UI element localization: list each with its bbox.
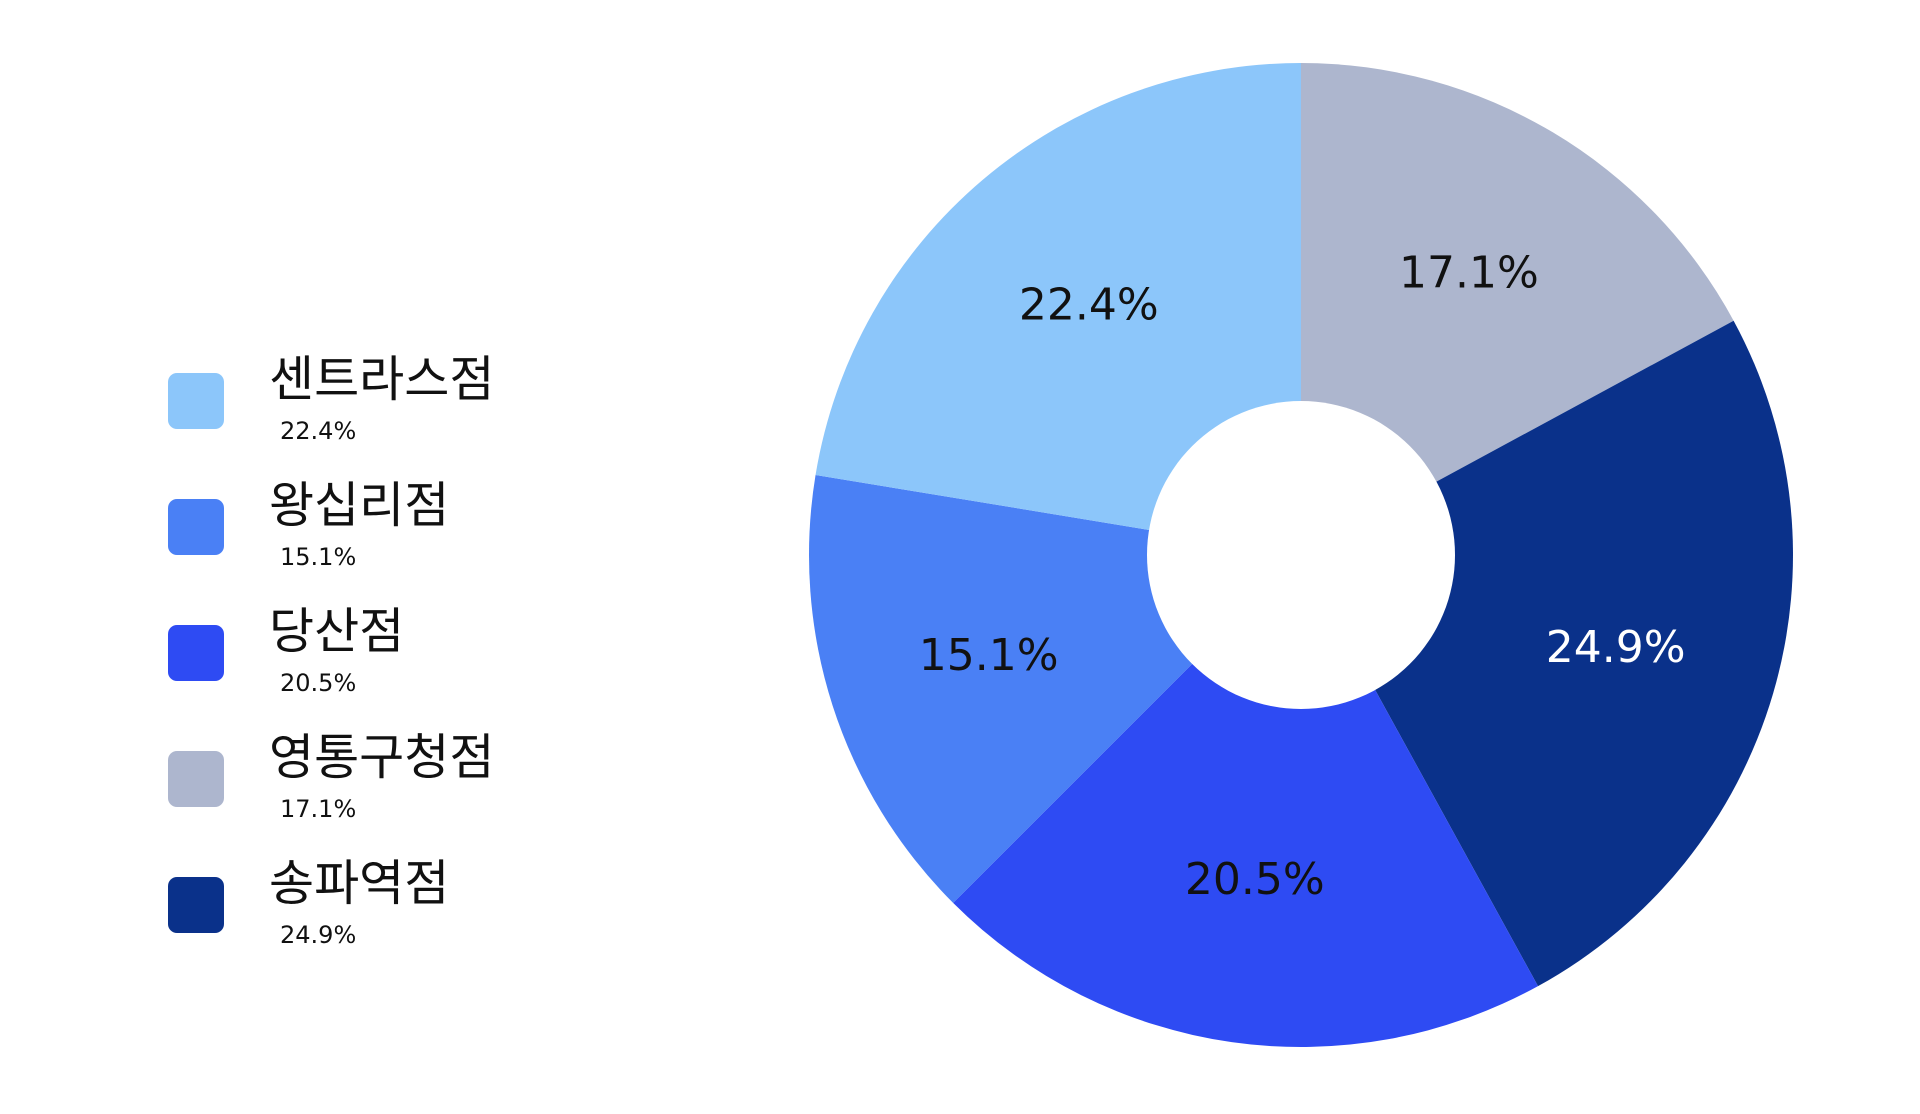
- legend-value: 22.4%: [280, 417, 357, 445]
- slice-value-label: 22.4%: [1019, 279, 1159, 330]
- slice-value-label: 24.9%: [1546, 622, 1686, 673]
- legend-swatch: [168, 499, 224, 555]
- legend-item: 영통구청점 17.1%: [168, 728, 588, 854]
- donut-hole: [1147, 401, 1455, 709]
- slice-value-label: 17.1%: [1399, 248, 1539, 299]
- pie-slice: [1301, 320, 1793, 987]
- legend-label: 송파역점: [269, 855, 450, 912]
- legend-swatch: [168, 373, 224, 429]
- legend-item: 송파역점 24.9%: [168, 854, 588, 980]
- legend-label: 왕십리점: [269, 477, 450, 534]
- legend-item: 센트라스점 22.4%: [168, 350, 588, 476]
- pie-slice: [1301, 63, 1734, 555]
- slice-value-label: 20.5%: [1185, 854, 1325, 905]
- legend-value: 20.5%: [280, 669, 357, 697]
- legend: 센트라스점 22.4% 왕십리점 15.1% 당산점 20.5% 영통구청점 1…: [168, 350, 588, 980]
- legend-swatch: [168, 877, 224, 933]
- legend-label: 센트라스점: [269, 351, 495, 408]
- legend-swatch: [168, 625, 224, 681]
- legend-swatch: [168, 751, 224, 807]
- legend-value: 24.9%: [280, 921, 357, 949]
- pie-slice: [815, 63, 1301, 555]
- legend-label: 영통구청점: [269, 729, 495, 786]
- slices-group: [808, 63, 1793, 1047]
- slice-labels-group: 17.1% 24.9% 20.5% 15.1% 22.4%: [919, 248, 1686, 906]
- slice-value-label: 15.1%: [919, 630, 1059, 681]
- legend-item: 당산점 20.5%: [168, 602, 588, 728]
- legend-value: 17.1%: [280, 795, 357, 823]
- pie-slice: [953, 555, 1539, 1047]
- legend-item: 왕십리점 15.1%: [168, 476, 588, 602]
- legend-label: 당산점: [269, 603, 405, 660]
- legend-value: 15.1%: [280, 543, 357, 571]
